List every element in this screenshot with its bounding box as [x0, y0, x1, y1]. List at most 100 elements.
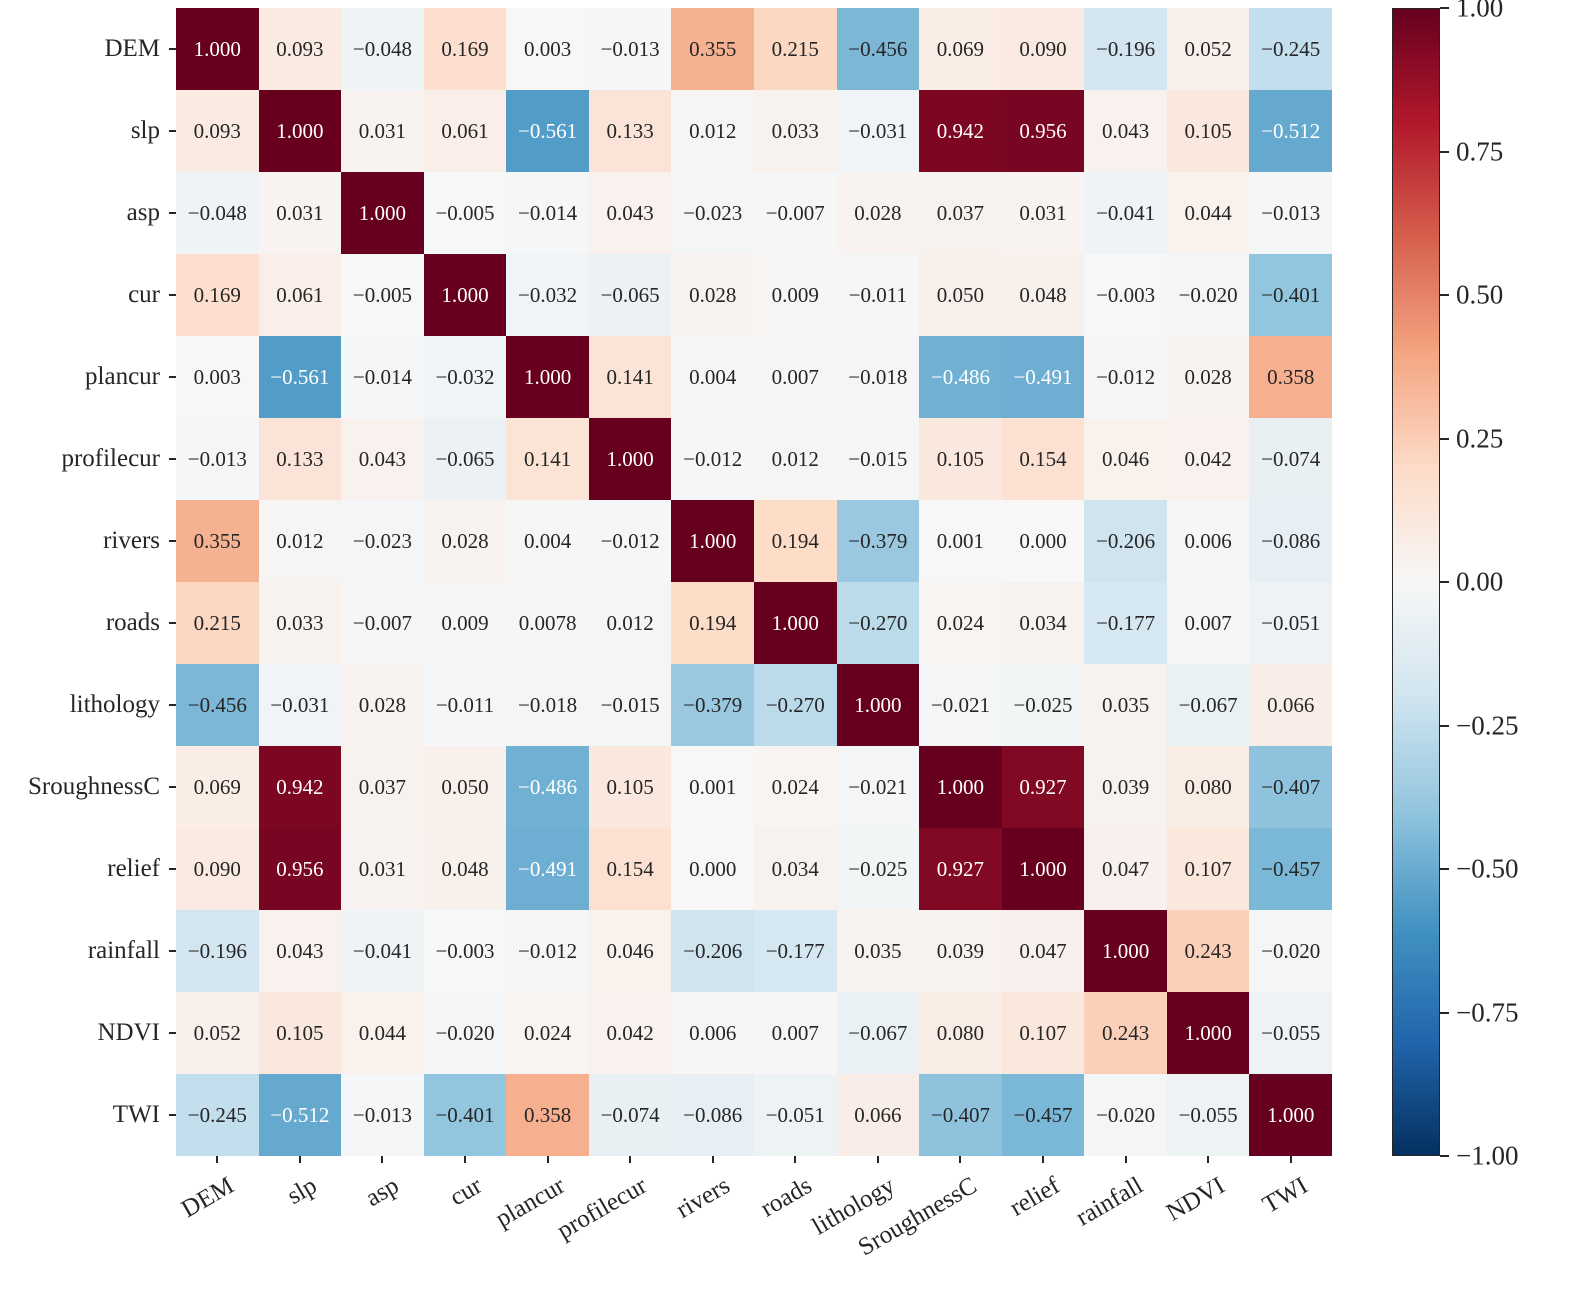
heatmap-cell: 0.031 [1001, 172, 1085, 254]
heatmap-cell: 0.044 [341, 992, 424, 1074]
colorbar-tick [1440, 294, 1449, 296]
heatmap-cell: 0.215 [176, 582, 259, 664]
heatmap-cell: −0.023 [671, 172, 754, 254]
heatmap-cell: −0.051 [1249, 582, 1332, 664]
heatmap-cell: 0.243 [1166, 910, 1250, 992]
x-axis-tick [1124, 1156, 1127, 1163]
heatmap-cell: −0.041 [341, 910, 424, 992]
y-axis-labels: DEM slp asp cur plancur profilecur rivers roads… [0, 8, 176, 1156]
heatmap-cell: −0.023 [341, 500, 424, 582]
heatmap-cell: 0.007 [1166, 582, 1250, 664]
heatmap-cell: −0.015 [588, 664, 672, 746]
row-label: lithology [69, 691, 160, 718]
heatmap-cell: 0.169 [423, 8, 507, 90]
heatmap-cell: 0.069 [176, 746, 259, 828]
heatmap-cell: 0.004 [506, 500, 589, 582]
heatmap-cell: 0.105 [1166, 90, 1250, 172]
heatmap-cell: 0.034 [753, 828, 837, 910]
heatmap-cell: −0.491 [1001, 336, 1085, 418]
heatmap-cell: 0.007 [753, 992, 837, 1074]
heatmap-cell: −0.456 [176, 664, 259, 746]
x-axis-tick [1289, 1156, 1292, 1163]
heatmap-cell: 0.042 [588, 992, 672, 1074]
heatmap-cell: −0.407 [919, 1074, 1002, 1156]
x-axis-tick [1042, 1156, 1044, 1163]
heatmap-cell: 0.090 [1001, 8, 1085, 90]
heatmap-cell: 0.000 [671, 828, 754, 910]
heatmap-cell: −0.021 [836, 746, 920, 828]
y-axis-tick [169, 868, 176, 870]
row-label: plancur [85, 363, 160, 390]
heatmap-cell: 0.024 [753, 746, 837, 828]
heatmap-cell: −0.014 [341, 336, 424, 418]
heatmap-cell: −0.486 [506, 746, 589, 828]
heatmap-cell: −0.086 [1249, 500, 1332, 582]
heatmap-cell: 0.031 [258, 172, 342, 254]
heatmap-cell: 0.044 [1166, 172, 1250, 254]
heatmap-cell: −0.012 [506, 910, 589, 992]
heatmap-cell: 0.061 [423, 90, 507, 172]
heatmap-cell: 1.000 [176, 8, 259, 90]
x-axis-tick [959, 1156, 962, 1163]
colorbar-tick-label: 1.00 [1456, 0, 1504, 23]
heatmap-cell: 0.006 [1166, 500, 1250, 582]
heatmap-cell: −0.074 [1249, 418, 1332, 500]
heatmap-cell: −0.012 [588, 500, 672, 582]
x-axis-tick [298, 1156, 301, 1163]
heatmap-cell: −0.020 [1166, 254, 1250, 336]
heatmap-cell: −0.003 [423, 910, 507, 992]
x-axis-labels: DEM slp asp cur plancur profilecur rivers roads… [176, 1156, 1332, 1292]
y-axis-tick [169, 540, 176, 542]
heatmap-cell: 0.012 [588, 582, 672, 664]
heatmap-cell: −0.270 [836, 582, 920, 664]
heatmap-cell: −0.177 [753, 910, 837, 992]
heatmap-cell: 1.000 [588, 418, 672, 500]
heatmap-cell: −0.018 [506, 664, 589, 746]
heatmap-cell: 1.000 [753, 582, 837, 664]
heatmap-cell: 0.035 [836, 910, 920, 992]
heatmap-cell: −0.041 [1084, 172, 1167, 254]
heatmap-cell: 0.024 [919, 582, 1002, 664]
x-axis-tick [876, 1156, 879, 1163]
heatmap-cell: −0.177 [1084, 582, 1167, 664]
y-axis-tick [169, 376, 176, 378]
heatmap-cell: −0.055 [1249, 992, 1332, 1074]
heatmap-cell: 0.046 [1084, 418, 1167, 500]
heatmap-cell: −0.011 [423, 664, 507, 746]
y-axis-tick [169, 212, 176, 214]
colorbar-tick-label: −0.75 [1456, 997, 1519, 1027]
heatmap-cell: 0.028 [423, 500, 507, 582]
heatmap-cell: 1.000 [1001, 828, 1085, 910]
heatmap-cell: −0.196 [176, 910, 259, 992]
x-axis-tick [464, 1156, 466, 1163]
heatmap-cell: 0.012 [258, 500, 342, 582]
heatmap-cell: 0.107 [1001, 992, 1085, 1074]
heatmap-cell: 0.035 [1084, 664, 1167, 746]
heatmap-cell: −0.407 [1249, 746, 1332, 828]
heatmap-cell: 0.105 [258, 992, 342, 1074]
heatmap-cell: 0.141 [506, 418, 589, 500]
heatmap-cell: −0.012 [1084, 336, 1167, 418]
row-label: DEM [104, 35, 160, 62]
heatmap-cell: −0.031 [258, 664, 342, 746]
x-axis-tick [546, 1156, 549, 1163]
row-label: SroughnessC [28, 773, 160, 800]
heatmap-cell: 0.358 [506, 1074, 589, 1156]
heatmap-cell: −0.206 [1084, 500, 1167, 582]
heatmap-cell: 0.942 [919, 90, 1002, 172]
heatmap-cell: −0.007 [753, 172, 837, 254]
heatmap-cell: 1.000 [919, 746, 1002, 828]
heatmap-cell: 0.355 [176, 500, 259, 582]
heatmap-cell: −0.031 [836, 90, 920, 172]
heatmap-cell: −0.021 [919, 664, 1002, 746]
heatmap-cell: −0.020 [1249, 910, 1332, 992]
x-axis-tick [381, 1156, 384, 1163]
heatmap-cell: 0.033 [258, 582, 342, 664]
heatmap-cell: 0.093 [176, 90, 259, 172]
y-axis-tick [169, 1114, 176, 1116]
heatmap-cell: 0.194 [753, 500, 837, 582]
x-axis-tick [1207, 1156, 1210, 1163]
row-label: slp [130, 117, 160, 144]
heatmap-cell: −0.512 [258, 1074, 342, 1156]
